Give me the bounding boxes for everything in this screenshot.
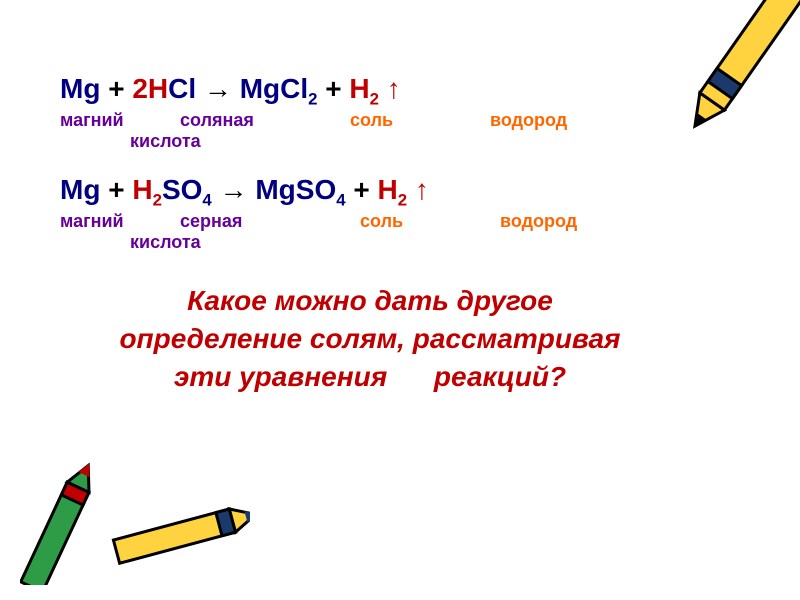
lbl2-acid: серная: [180, 211, 355, 233]
lbl1-h: водород: [490, 110, 567, 132]
eq2-o: O: [181, 174, 203, 205]
crayon-pair-bottom-left: [20, 445, 250, 590]
lbl1-acid2: кислота: [130, 131, 201, 153]
eq2-o4: 4: [202, 191, 211, 210]
eq2-h2: 2: [153, 191, 162, 210]
equation-2: Mg + H2SO4 → MgSO4 + H2 ↑: [60, 171, 680, 209]
eq2-up: ↑: [407, 174, 429, 205]
eq2-mg: Mg: [60, 174, 100, 205]
lbl2-h: водород: [500, 211, 577, 233]
eq2-mgso4-o: O: [314, 174, 336, 205]
eq1-h: H: [349, 73, 369, 104]
eq2-h2a: H: [377, 174, 397, 205]
labels-2: магний серная соль водород кислота: [60, 211, 680, 254]
question-text: Какое можно дать другое определение соля…: [70, 282, 670, 395]
eq2-mgso4-4: 4: [336, 191, 345, 210]
lbl1-salt: соль: [350, 110, 485, 132]
eq1-h2: 2: [370, 90, 379, 109]
equation-1: Mg + 2HCl → MgCl2 + H2 ↑: [60, 70, 680, 108]
eq1-mg: Mg: [60, 73, 100, 104]
crayon-top-right: [680, 0, 800, 185]
eq1-mgcl-mg: Mg: [240, 73, 280, 104]
slide-content: Mg + 2HCl → MgCl2 + H2 ↑ магний соляная …: [60, 70, 680, 395]
lbl2-mg: магний: [60, 211, 175, 233]
eq2-plus2: +: [346, 174, 378, 205]
lbl1-acid: соляная: [180, 110, 345, 132]
eq2-mgso4-s: S: [296, 174, 315, 205]
eq2-s: S: [162, 174, 181, 205]
eq2-arrow: →: [212, 174, 256, 205]
eq1-up: ↑: [379, 73, 401, 104]
eq2-mgso4-mg: Mg: [255, 174, 295, 205]
eq1-plus2: +: [318, 73, 350, 104]
labels-1: магний соляная соль водород кислота: [60, 110, 680, 153]
lbl2-acid2: кислота: [130, 232, 201, 254]
eq2-plus1: +: [100, 174, 132, 205]
eq1-cl: Cl: [168, 73, 196, 104]
eq1-2h: 2H: [132, 73, 168, 104]
eq1-mgcl-2: 2: [308, 90, 317, 109]
question-line3: эти уравнения реакций?: [70, 358, 670, 396]
eq2-h: H: [132, 174, 152, 205]
question-line1: Какое можно дать другое: [70, 282, 670, 320]
eq1-arrow: →: [196, 73, 240, 104]
question-line2: определение солям, рассматривая: [70, 320, 670, 358]
lbl1-mg: магний: [60, 110, 175, 132]
eq1-plus1: +: [100, 73, 132, 104]
eq2-h2b: 2: [398, 191, 407, 210]
eq1-mgcl-cl: Cl: [280, 73, 308, 104]
lbl2-salt: соль: [360, 211, 495, 233]
